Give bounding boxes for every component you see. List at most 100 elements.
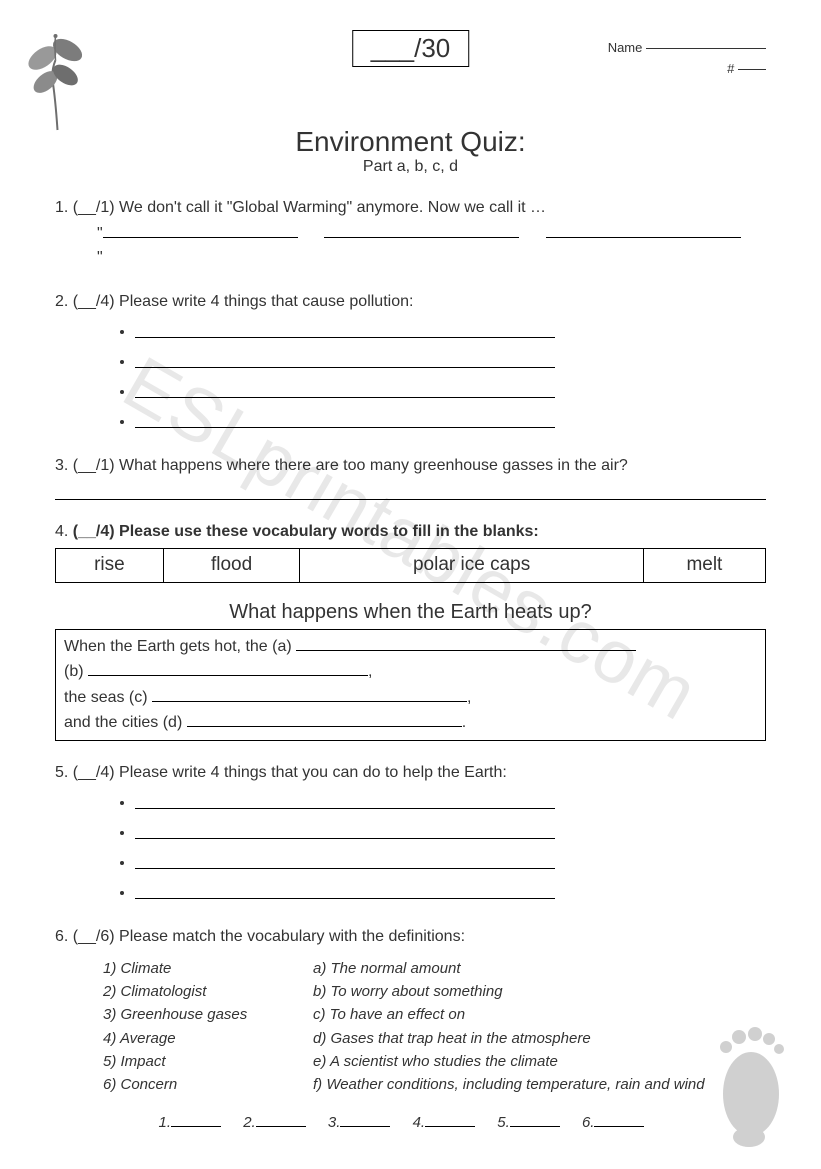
match-definition: f) Weather conditions, including tempera… bbox=[313, 1073, 766, 1096]
q1-blank-1[interactable] bbox=[103, 224, 298, 238]
match-answer-row: 1. 2. 3. 4. 5. 6. bbox=[55, 1112, 766, 1135]
answer-num: 3. bbox=[328, 1114, 341, 1131]
q6-number: 6. bbox=[55, 928, 68, 945]
q3-text: What happens where there are too many gr… bbox=[119, 457, 628, 474]
match-blank-2[interactable] bbox=[256, 1114, 306, 1128]
q4-line3-comma: , bbox=[467, 689, 471, 706]
match-definitions-column: a) The normal amount b) To worry about s… bbox=[313, 957, 766, 1097]
q4-line2-text: (b) bbox=[64, 663, 84, 680]
list-item bbox=[135, 320, 766, 344]
q4-blank-b[interactable] bbox=[88, 662, 368, 676]
q4-blank-a[interactable] bbox=[296, 636, 636, 650]
list-item bbox=[135, 410, 766, 434]
question-5: 5. (__/4) Please write 4 things that you… bbox=[55, 761, 766, 905]
q4-sub-heading: What happens when the Earth heats up? bbox=[55, 597, 766, 627]
q2-blank-4[interactable] bbox=[135, 415, 555, 428]
number-input-line[interactable] bbox=[738, 69, 766, 70]
q4-line3-text: the seas (c) bbox=[64, 689, 148, 706]
title-block: Environment Quiz: Part a, b, c, d bbox=[55, 126, 766, 176]
name-block: Name # bbox=[608, 38, 766, 80]
vocab-word-bank: rise flood polar ice caps melt bbox=[55, 548, 766, 583]
question-4: 4. (__/4) Please use these vocabulary wo… bbox=[55, 520, 766, 741]
match-blank-6[interactable] bbox=[594, 1114, 644, 1128]
q6-points: (__/6) bbox=[73, 928, 115, 945]
subtitle: Part a, b, c, d bbox=[55, 158, 766, 176]
vocab-word: polar ice caps bbox=[300, 549, 643, 583]
q5-blank-1[interactable] bbox=[135, 796, 555, 809]
answer-num: 2. bbox=[243, 1114, 256, 1131]
q2-text: Please write 4 things that cause polluti… bbox=[119, 293, 413, 310]
q2-bullet-list bbox=[135, 320, 766, 434]
match-blank-4[interactable] bbox=[425, 1114, 475, 1128]
q4-blank-c[interactable] bbox=[152, 687, 467, 701]
match-term: 4) Average bbox=[103, 1027, 313, 1050]
q3-points: (__/1) bbox=[73, 457, 115, 474]
match-definition: b) To worry about something bbox=[313, 980, 766, 1003]
q4-line4-text: and the cities (d) bbox=[64, 714, 182, 731]
q2-points: (__/4) bbox=[73, 293, 115, 310]
answer-num: 1. bbox=[159, 1114, 172, 1131]
question-1: 1. (__/1) We don't call it "Global Warmi… bbox=[55, 196, 766, 270]
list-item bbox=[135, 380, 766, 404]
list-item bbox=[135, 350, 766, 374]
q4-points: (__/4) bbox=[73, 523, 115, 540]
question-2: 2. (__/4) Please write 4 things that cau… bbox=[55, 290, 766, 434]
q1-number: 1. bbox=[55, 199, 68, 216]
match-definition: e) A scientist who studies the climate bbox=[313, 1050, 766, 1073]
match-term: 1) Climate bbox=[103, 957, 313, 980]
q4-blank-d[interactable] bbox=[187, 713, 462, 727]
q2-blank-1[interactable] bbox=[135, 325, 555, 338]
match-definition: a) The normal amount bbox=[313, 957, 766, 980]
q1-blank-2[interactable] bbox=[324, 224, 519, 238]
match-term: 6) Concern bbox=[103, 1073, 313, 1096]
q5-blank-4[interactable] bbox=[135, 886, 555, 899]
q5-number: 5. bbox=[55, 764, 68, 781]
q2-blank-3[interactable] bbox=[135, 385, 555, 398]
q3-number: 3. bbox=[55, 457, 68, 474]
vocab-word: melt bbox=[643, 549, 765, 583]
q4-fill-box: When the Earth gets hot, the (a) (b) , t… bbox=[55, 629, 766, 741]
q4-line2-comma: , bbox=[368, 663, 372, 680]
header-row: ___/30 Name # bbox=[55, 30, 766, 120]
q6-text: Please match the vocabulary with the def… bbox=[119, 928, 465, 945]
match-blank-5[interactable] bbox=[510, 1114, 560, 1128]
q2-number: 2. bbox=[55, 293, 68, 310]
answer-num: 4. bbox=[413, 1114, 426, 1131]
list-item bbox=[135, 851, 766, 875]
q4-line1-text: When the Earth gets hot, the (a) bbox=[64, 638, 292, 655]
list-item bbox=[135, 881, 766, 905]
score-box: ___/30 bbox=[352, 30, 470, 67]
q5-bullet-list bbox=[135, 791, 766, 905]
q1-close-quote: " bbox=[97, 249, 103, 266]
q5-blank-3[interactable] bbox=[135, 856, 555, 869]
q2-blank-2[interactable] bbox=[135, 355, 555, 368]
list-item bbox=[135, 791, 766, 815]
name-input-line[interactable] bbox=[646, 48, 766, 49]
main-title: Environment Quiz: bbox=[55, 126, 766, 158]
answer-num: 5. bbox=[497, 1114, 510, 1131]
answer-num: 6. bbox=[582, 1114, 595, 1131]
q5-points: (__/4) bbox=[73, 764, 115, 781]
match-blank-3[interactable] bbox=[340, 1114, 390, 1128]
match-definition: d) Gases that trap heat in the atmospher… bbox=[313, 1027, 766, 1050]
list-item bbox=[135, 821, 766, 845]
q4-text: Please use these vocabulary words to fil… bbox=[119, 523, 539, 540]
q4-line4-period: . bbox=[462, 714, 466, 731]
q1-blank-3[interactable] bbox=[546, 224, 741, 238]
q5-blank-2[interactable] bbox=[135, 826, 555, 839]
q4-number: 4. bbox=[55, 523, 68, 540]
number-symbol: # bbox=[727, 61, 734, 76]
name-label: Name bbox=[608, 40, 643, 55]
q3-blank[interactable] bbox=[55, 482, 766, 500]
question-6: 6. (__/6) Please match the vocabulary wi… bbox=[55, 925, 766, 1135]
match-terms-column: 1) Climate 2) Climatologist 3) Greenhous… bbox=[103, 957, 313, 1097]
match-term: 2) Climatologist bbox=[103, 980, 313, 1003]
q1-points: (__/1) bbox=[73, 199, 115, 216]
match-term: 5) Impact bbox=[103, 1050, 313, 1073]
match-blank-1[interactable] bbox=[171, 1114, 221, 1128]
match-definition: c) To have an effect on bbox=[313, 1003, 766, 1026]
vocab-word: rise bbox=[56, 549, 164, 583]
q1-text: We don't call it "Global Warming" anymor… bbox=[119, 199, 546, 216]
question-3: 3. (__/1) What happens where there are t… bbox=[55, 454, 766, 500]
vocab-word: flood bbox=[163, 549, 300, 583]
